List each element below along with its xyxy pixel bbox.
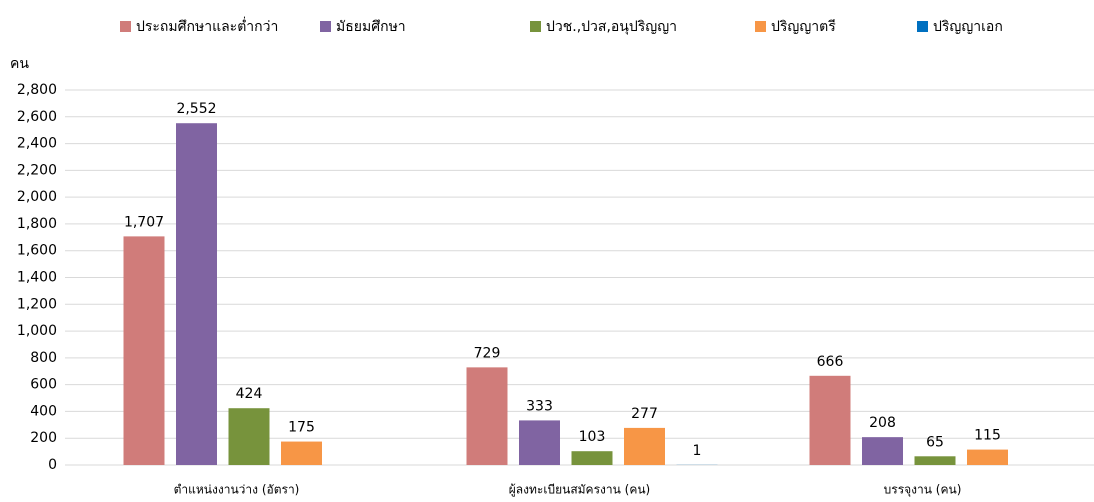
x-tick-label: ตำแหน่งงานว่าง (อัตรา) (174, 483, 300, 497)
bar (228, 408, 270, 465)
data-label: 65 (926, 434, 944, 450)
y-tick-label: 1,400 (17, 270, 57, 286)
y-tick-label: 2,800 (17, 82, 57, 98)
bar (809, 375, 851, 465)
y-tick-label: 200 (30, 430, 57, 446)
bar (571, 451, 613, 465)
bar (466, 367, 508, 465)
legend-label: ประถมศึกษาและต่ำกว่า (136, 17, 278, 35)
y-tick-label: 400 (30, 403, 57, 419)
bar (914, 456, 956, 465)
y-tick-label: 1,000 (17, 323, 57, 339)
bar (624, 427, 665, 465)
y-tick-label: 2,200 (17, 162, 57, 178)
legend-swatch (917, 21, 928, 32)
y-tick-label: 1,800 (17, 216, 57, 232)
x-tick-label: บรรจุงาน (คน) (884, 483, 962, 498)
bar (519, 420, 560, 465)
data-label: 1 (693, 443, 702, 459)
legend-label: ปวช.,ปวส,อนุปริญญา (546, 19, 677, 35)
data-label: 115 (974, 428, 1001, 444)
y-axis-label: คน (10, 56, 29, 72)
legend-swatch (120, 21, 131, 32)
data-label: 103 (579, 429, 606, 445)
data-label: 277 (631, 406, 658, 422)
legend-label: มัธยมศึกษา (336, 19, 406, 35)
legend-swatch (530, 21, 541, 32)
data-label: 175 (288, 420, 315, 436)
bar (862, 437, 903, 465)
y-tick-label: 0 (48, 457, 57, 473)
data-label: 424 (236, 386, 263, 402)
y-tick-label: 600 (30, 377, 57, 393)
legend-swatch (755, 21, 766, 32)
y-tick-label: 2,600 (17, 109, 57, 125)
y-tick-label: 1,200 (17, 296, 57, 312)
legend-label: ปริญญาตรี (771, 19, 836, 35)
data-label: 729 (474, 345, 501, 361)
y-tick-label: 2,000 (17, 189, 57, 205)
data-label: 1,707 (124, 214, 164, 230)
legend-swatch (320, 21, 331, 32)
bar (281, 441, 322, 465)
bar (967, 449, 1008, 465)
data-label: 208 (869, 415, 896, 431)
bar (123, 236, 165, 465)
x-tick-label: ผู้ลงทะเบียนสมัครงาน (คน) (509, 483, 650, 498)
data-label: 333 (526, 398, 553, 414)
data-label: 666 (817, 354, 844, 370)
bar (176, 123, 217, 465)
data-label: 2,552 (176, 101, 216, 117)
legend-label: ปริญญาเอก (933, 19, 1003, 35)
y-tick-label: 800 (30, 350, 57, 366)
y-tick-label: 2,400 (17, 136, 57, 152)
y-tick-label: 1,600 (17, 243, 57, 259)
